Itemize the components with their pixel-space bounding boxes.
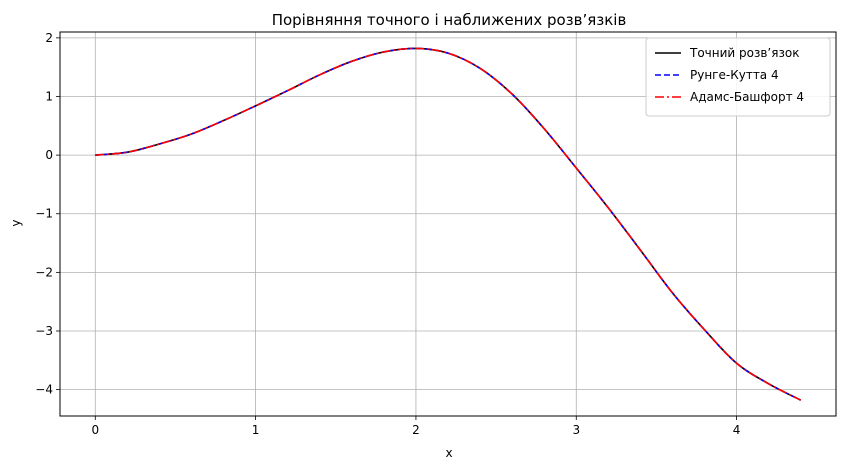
y-tick-label: −2 bbox=[35, 265, 53, 279]
series-line-2 bbox=[95, 47, 802, 401]
legend-box bbox=[645, 37, 831, 117]
legend-label-2: Адамс-Башфорт 4 bbox=[690, 90, 804, 104]
chart-title: Порівняння точного і наближених розв’язк… bbox=[272, 11, 627, 29]
x-tick-label: 4 bbox=[733, 423, 741, 437]
y-axis-label: y bbox=[9, 219, 23, 226]
legend-label-1: Рунге-Кутта 4 bbox=[690, 68, 779, 82]
y-tick-label: 2 bbox=[45, 31, 53, 45]
x-tick-label: 0 bbox=[91, 423, 99, 437]
y-tick-label: 0 bbox=[45, 148, 53, 162]
legend: Точний розв’язок Рунге-Кутта 4 Адамс-Башфо… bbox=[645, 37, 831, 117]
plot-frame bbox=[59, 31, 837, 417]
y-tick-label: −3 bbox=[35, 324, 53, 338]
x-tick-label: 3 bbox=[572, 423, 580, 437]
y-tick-label: 1 bbox=[45, 89, 53, 103]
y-tick-label: −1 bbox=[35, 207, 53, 221]
axis-ticks: 0 1 2 3 4 2 1 0 −1 −2 −3 −4 bbox=[35, 31, 740, 437]
x-tick-label: 1 bbox=[252, 423, 260, 437]
series-lines bbox=[95, 47, 802, 401]
legend-label-0: Точний розв’язок bbox=[689, 46, 799, 60]
x-axis-label: x bbox=[445, 446, 452, 460]
x-tick-label: 2 bbox=[412, 423, 420, 437]
y-tick-label: −4 bbox=[35, 383, 53, 397]
